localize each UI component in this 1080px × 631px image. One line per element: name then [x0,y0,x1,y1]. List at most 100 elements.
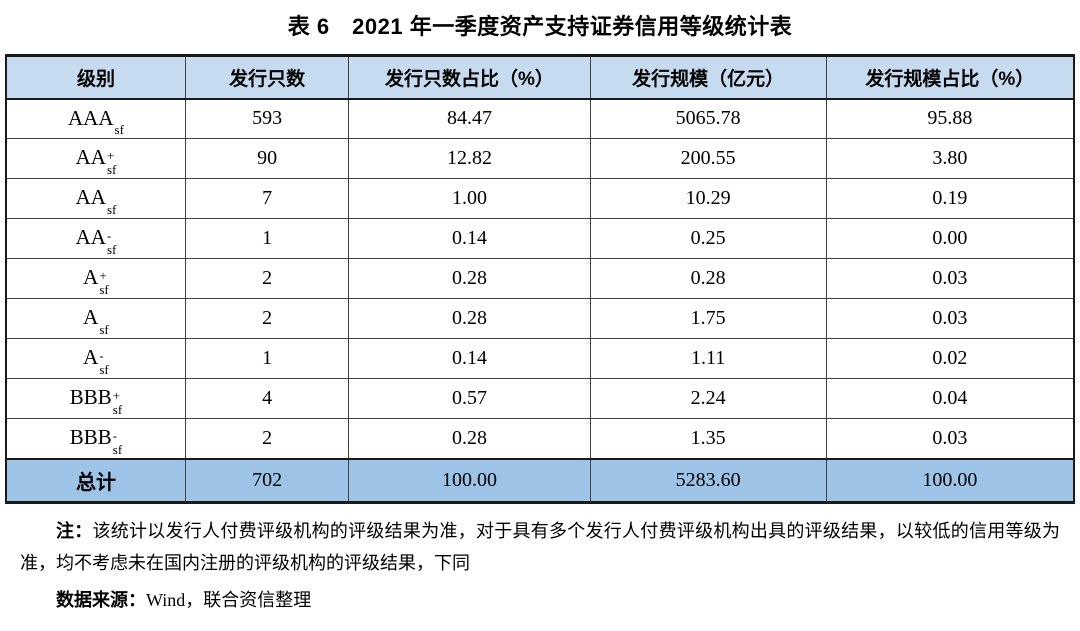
rating-base: BBB [69,425,112,449]
count-pct-cell: 0.28 [348,258,591,299]
count-cell: 2 [184,418,350,459]
rating-label: A + sf [83,265,109,296]
note-paragraph: 注：该统计以发行人付费评级机构的评级结果为准，对于具有多个发行人付费评级机构出具… [20,515,1060,580]
scale-pct-cell: 0.04 [825,378,1075,419]
data-source-paragraph: 数据来源：Wind，联合资信整理 [20,584,1060,616]
table-row: AA sf 7 1.00 10.29 0.19 [5,178,1075,219]
rating-supsub: - sf [106,227,117,257]
count-cell: 2 [184,298,350,339]
count-cell: 4 [184,378,350,419]
rating-sign-superscript: + [99,267,107,283]
rating-sf-subscript: sf [99,321,109,337]
rating-supsub: sf [114,110,124,137]
header-cell-scale: 发行规模（亿元） [589,55,827,100]
table-row: BBB + sf 4 0.57 2.24 0.04 [5,378,1075,419]
rating-sign-superscript: - [112,427,118,443]
rating-label: AAA sf [68,105,124,137]
rating-label: AA + sf [75,145,117,177]
count-pct-cell: 0.28 [348,418,591,459]
table-row: A - sf 1 0.14 1.11 0.02 [5,338,1075,379]
rating-base: AA [75,225,106,250]
rating-sf-subscript: sf [114,122,124,137]
scale-cell: 1.35 [589,418,827,459]
header-cell-count: 发行只数 [184,55,350,100]
scale-pct-cell: 0.02 [825,338,1075,379]
rating-base: AAA [68,105,114,130]
note-text: 该统计以发行人付费评级机构的评级结果为准，对于具有多个发行人付费评级机构出具的评… [20,521,1061,574]
scale-cell: 5065.78 [589,98,827,139]
rating-sf-subscript: sf [106,161,117,177]
rating-label: AA sf [75,185,117,217]
count-pct-cell: 0.57 [348,378,591,419]
header-cell-scale-pct: 发行规模占比（%） [825,55,1075,100]
rating-base: AA [75,185,106,210]
level-cell: A + sf [5,258,186,299]
scale-pct-cell: 0.00 [825,218,1075,259]
rating-sf-subscript: sf [106,241,117,257]
rating-base: AA [75,145,106,170]
rating-base: A [83,305,99,330]
level-cell: AA + sf [5,138,186,179]
total-label-cell: 总计 [5,457,186,503]
header-cell-count-pct: 发行只数占比（%） [348,55,591,100]
rating-label: A - sf [83,345,109,377]
scale-pct-cell: 0.03 [825,258,1075,299]
level-cell: BBB - sf [5,418,186,459]
level-cell: BBB + sf [5,378,186,419]
header-cell-level: 级别 [5,55,186,100]
count-pct-cell: 12.82 [348,138,591,179]
rating-base: A [83,265,99,290]
scale-cell: 0.28 [589,258,827,299]
rating-base: A [83,345,99,370]
total-scale-cell: 5283.60 [589,457,827,503]
rating-supsub: sf [106,190,117,217]
scale-cell: 2.24 [589,378,827,419]
note-label: 注： [56,521,93,541]
total-count-pct-cell: 100.00 [348,457,591,503]
count-pct-cell: 0.28 [348,298,591,339]
rating-sf-subscript: sf [112,401,123,417]
rating-label: BBB - sf [69,425,123,457]
rating-label: AA - sf [75,225,117,257]
scale-pct-cell: 3.80 [825,138,1075,179]
count-cell: 593 [184,98,350,139]
rating-sf-subscript: sf [112,441,123,457]
table-row: A + sf 2 0.28 0.28 0.03 [5,258,1075,299]
table-total-row: 总计 702 100.00 5283.60 100.00 [5,457,1075,503]
rating-supsub: sf [99,310,109,337]
count-pct-cell: 0.14 [348,218,591,259]
rating-supsub: + sf [106,149,117,177]
rating-supsub: + sf [112,389,123,417]
scale-cell: 0.25 [589,218,827,259]
scale-pct-cell: 0.03 [825,298,1075,339]
table-row: AA - sf 1 0.14 0.25 0.00 [5,218,1075,259]
count-pct-cell: 0.14 [348,338,591,379]
level-cell: AA sf [5,178,186,219]
rating-sf-subscript: sf [106,201,117,217]
count-cell: 90 [184,138,350,179]
table-notes: 注：该统计以发行人付费评级机构的评级结果为准，对于具有多个发行人付费评级机构出具… [20,515,1060,616]
credit-rating-stats-table: 级别 发行只数 发行只数占比（%） 发行规模（亿元） 发行规模占比（%） AAA… [5,54,1075,504]
level-cell: A - sf [5,338,186,379]
rating-supsub: - sf [99,347,109,377]
scale-cell: 1.11 [589,338,827,379]
scale-pct-cell: 0.03 [825,418,1075,459]
rating-supsub: + sf [99,267,108,296]
total-count-cell: 702 [184,457,350,503]
count-cell: 7 [184,178,350,219]
level-cell: AA - sf [5,218,186,259]
rating-supsub: - sf [112,427,123,457]
total-scale-pct-cell: 100.00 [825,457,1075,503]
rating-sign-superscript: - [99,347,104,363]
level-cell: AAA sf [5,98,186,139]
count-cell: 2 [184,258,350,299]
rating-sf-subscript: sf [99,361,109,377]
rating-sign-superscript: - [106,227,112,243]
scale-pct-cell: 95.88 [825,98,1075,139]
table-row: BBB - sf 2 0.28 1.35 0.03 [5,418,1075,459]
scale-cell: 10.29 [589,178,827,219]
